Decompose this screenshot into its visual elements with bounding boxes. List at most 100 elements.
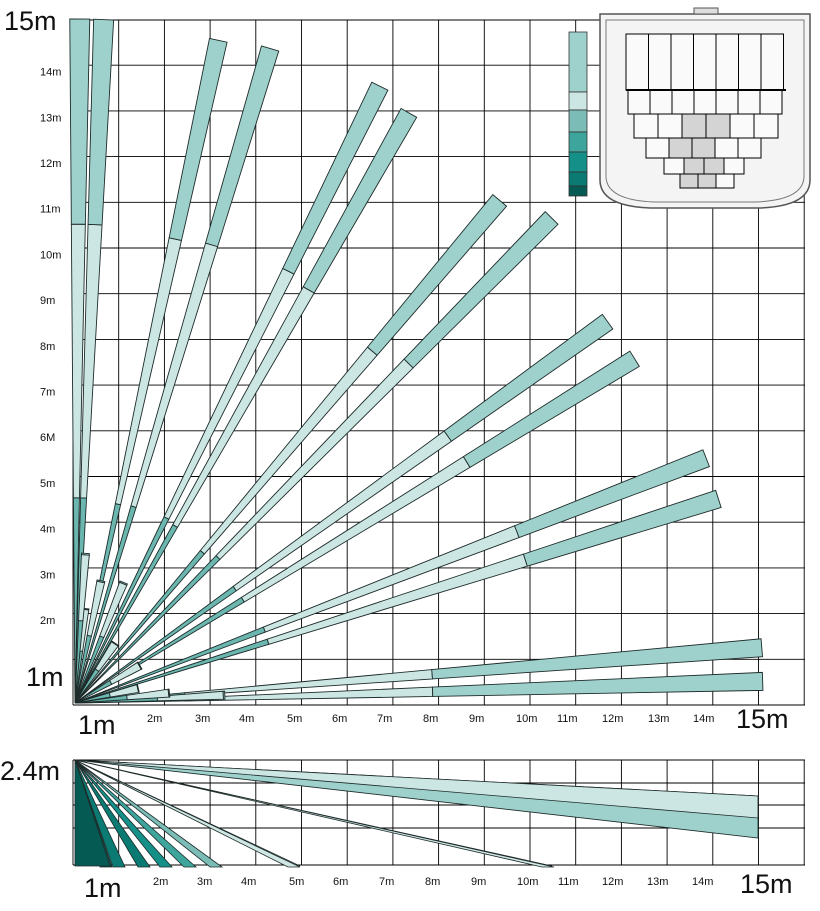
x-tick-label: 2m (147, 713, 162, 725)
side-beam (74, 759, 173, 868)
lens-segment (627, 89, 651, 115)
y-tick-label: 13m (40, 112, 61, 124)
side-view-beams (74, 759, 759, 868)
side-beam (74, 759, 555, 868)
y-tick-label: 11m (40, 204, 61, 216)
top-view-beams (69, 18, 764, 704)
side-origin-bottom-label: 1m (84, 873, 122, 903)
lens-segment (683, 157, 705, 175)
x-tick-label: 8m (423, 713, 438, 725)
side-beam (74, 759, 151, 868)
detection-beam (199, 346, 378, 555)
y-tick-label: 2m (40, 615, 55, 627)
detection-beam (240, 456, 471, 603)
x-tick-label: 6m (332, 713, 347, 725)
detection-beam (96, 579, 106, 584)
side-x-tick-label: 10m (517, 876, 538, 888)
detection-beam (87, 18, 115, 226)
lens-segment (697, 173, 717, 189)
lens-segment (657, 113, 683, 139)
detection-beam (168, 37, 228, 241)
lens-segment (729, 113, 755, 139)
lens-segment (670, 33, 694, 91)
y-tick-label: 14m (40, 67, 61, 79)
side-height-label: 2.4m (0, 756, 60, 786)
detection-beam (74, 638, 270, 704)
y-tick-label: 3m (40, 569, 55, 581)
x-tick-label: 4m (239, 713, 254, 725)
detection-beam (118, 580, 129, 586)
legend-swatch (568, 91, 588, 111)
legend-swatch (568, 131, 588, 153)
detector-lens-diagram (599, 7, 811, 209)
side-beam (74, 759, 224, 868)
side-x-tick-label: 7m (379, 876, 394, 888)
lens-segment (679, 173, 699, 189)
x-tick-label: 14m (693, 713, 714, 725)
detection-beam (136, 683, 140, 693)
side-range-end-label: 15m (740, 869, 793, 899)
detection-beam (431, 671, 764, 697)
side-x-tick-label: 8m (425, 876, 440, 888)
zone-legend (568, 31, 588, 197)
side-view-labels: 2.4m 1m 15m 2m 3m 4m 5m 6m 7m 8m 9m 10m 11m 12m 13m… (0, 756, 793, 903)
detection-beam (136, 661, 143, 670)
lens-segment (715, 173, 735, 189)
lens-segment (671, 89, 695, 115)
lens-segment (737, 137, 762, 159)
x-tick-label: 3m (195, 713, 210, 725)
x-tick-label: 13m (648, 713, 669, 725)
detection-beam (366, 193, 508, 356)
side-x-tick-label: 11m (558, 876, 579, 888)
detection-beam (167, 688, 171, 698)
lens-segment (668, 137, 693, 159)
side-beam (74, 759, 126, 868)
x-tick-label: 12m (602, 713, 623, 725)
y-tick-label: 4m (40, 524, 55, 536)
side-beam (74, 759, 198, 868)
legend-swatch (568, 109, 588, 133)
side-beam (74, 759, 759, 819)
lens-segment (625, 33, 649, 91)
lens-segment (738, 33, 762, 91)
lens-segment (648, 33, 672, 91)
y-tick-label: 6M (40, 432, 55, 444)
side-x-tick-label: 4m (241, 876, 256, 888)
detection-beam (163, 267, 295, 520)
side-x-tick-label: 14m (692, 876, 713, 888)
y-tick-label: 7m (40, 387, 55, 399)
top-corner-label: 15m (4, 6, 57, 36)
lens-segment (693, 33, 717, 91)
side-beam (74, 759, 301, 868)
detection-beam (222, 690, 226, 700)
side-x-tick-label: 12m (602, 876, 623, 888)
lens-segment (715, 89, 739, 115)
lens-segment (649, 89, 673, 115)
x-tick-label: 11m (557, 713, 578, 725)
top-view-labels: 15m 1m 1m 15m 2m 3m 4m 5m 6M 7m 8m 9m 10m 11m 12m 1… (4, 6, 789, 740)
lens-segment (753, 113, 779, 139)
lens-segment (691, 137, 716, 159)
legend-swatch (568, 31, 588, 93)
x-tick-label: 10m (516, 713, 537, 725)
detection-beam (282, 81, 389, 275)
top-origin-left-label: 1m (26, 662, 64, 692)
lens-segment (633, 113, 659, 139)
detection-beam (204, 45, 280, 248)
lens-segment (723, 157, 745, 175)
lens-segment (645, 137, 670, 159)
detection-beam (403, 211, 559, 369)
detection-beam (302, 107, 418, 294)
lens-segment (715, 33, 739, 91)
detection-beam (462, 350, 640, 468)
top-range-end-label: 15m (736, 704, 789, 734)
detection-beam (513, 449, 711, 539)
detection-beam (431, 638, 763, 680)
lens-segment (681, 113, 707, 139)
detection-beam (443, 313, 614, 442)
x-tick-label: 5m (287, 713, 302, 725)
side-x-tick-label: 6m (333, 876, 348, 888)
top-origin-bottom-label: 1m (78, 710, 116, 740)
lens-segment (737, 89, 761, 115)
side-beam-nearfield (74, 759, 111, 867)
